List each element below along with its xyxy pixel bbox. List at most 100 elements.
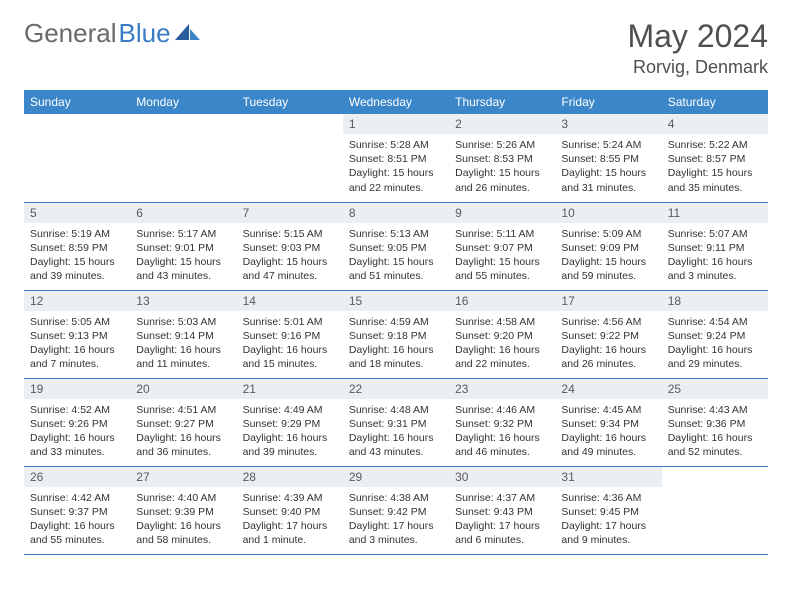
logo-text-1: General — [24, 18, 117, 49]
sunset-line: Sunset: 8:59 PM — [30, 241, 124, 255]
daylight-line-1: Daylight: 15 hours — [243, 255, 337, 269]
day-number: 25 — [662, 379, 768, 399]
day-details: Sunrise: 5:09 AMSunset: 9:09 PMDaylight:… — [555, 223, 661, 286]
sunrise-line: Sunrise: 4:39 AM — [243, 491, 337, 505]
day-details: Sunrise: 4:46 AMSunset: 9:32 PMDaylight:… — [449, 399, 555, 462]
day-details: Sunrise: 5:03 AMSunset: 9:14 PMDaylight:… — [130, 311, 236, 374]
sunset-line: Sunset: 9:34 PM — [561, 417, 655, 431]
daylight-line-2: and 15 minutes. — [243, 357, 337, 371]
day-cell: 17Sunrise: 4:56 AMSunset: 9:22 PMDayligh… — [555, 290, 661, 378]
daylight-line-2: and 22 minutes. — [349, 181, 443, 195]
title-block: May 2024 Rorvig, Denmark — [627, 18, 768, 78]
sunset-line: Sunset: 9:40 PM — [243, 505, 337, 519]
day-details: Sunrise: 4:59 AMSunset: 9:18 PMDaylight:… — [343, 311, 449, 374]
calendar-body: 1Sunrise: 5:28 AMSunset: 8:51 PMDaylight… — [24, 114, 768, 554]
daylight-line-1: Daylight: 16 hours — [30, 519, 124, 533]
day-details: Sunrise: 4:49 AMSunset: 9:29 PMDaylight:… — [237, 399, 343, 462]
weekday-sunday: Sunday — [24, 90, 130, 114]
sunset-line: Sunset: 9:20 PM — [455, 329, 549, 343]
daylight-line-1: Daylight: 17 hours — [243, 519, 337, 533]
day-details: Sunrise: 5:15 AMSunset: 9:03 PMDaylight:… — [237, 223, 343, 286]
logo-text-2: Blue — [119, 18, 171, 49]
sunset-line: Sunset: 9:32 PM — [455, 417, 549, 431]
day-details: Sunrise: 5:24 AMSunset: 8:55 PMDaylight:… — [555, 134, 661, 197]
sunrise-line: Sunrise: 4:51 AM — [136, 403, 230, 417]
day-details: Sunrise: 4:37 AMSunset: 9:43 PMDaylight:… — [449, 487, 555, 550]
daylight-line-2: and 1 minute. — [243, 533, 337, 547]
day-cell — [24, 114, 130, 202]
day-cell: 6Sunrise: 5:17 AMSunset: 9:01 PMDaylight… — [130, 202, 236, 290]
daylight-line-1: Daylight: 16 hours — [349, 343, 443, 357]
day-details: Sunrise: 5:22 AMSunset: 8:57 PMDaylight:… — [662, 134, 768, 197]
daylight-line-1: Daylight: 15 hours — [668, 166, 762, 180]
day-cell: 18Sunrise: 4:54 AMSunset: 9:24 PMDayligh… — [662, 290, 768, 378]
daylight-line-2: and 3 minutes. — [349, 533, 443, 547]
sunrise-line: Sunrise: 4:46 AM — [455, 403, 549, 417]
day-cell — [662, 466, 768, 554]
sunrise-line: Sunrise: 4:58 AM — [455, 315, 549, 329]
daylight-line-1: Daylight: 15 hours — [349, 255, 443, 269]
day-number: 2 — [449, 114, 555, 134]
daylight-line-2: and 52 minutes. — [668, 445, 762, 459]
weekday-tuesday: Tuesday — [237, 90, 343, 114]
weekday-wednesday: Wednesday — [343, 90, 449, 114]
sunrise-line: Sunrise: 5:03 AM — [136, 315, 230, 329]
day-details: Sunrise: 4:45 AMSunset: 9:34 PMDaylight:… — [555, 399, 661, 462]
sunset-line: Sunset: 9:07 PM — [455, 241, 549, 255]
daylight-line-1: Daylight: 16 hours — [136, 343, 230, 357]
day-number: 19 — [24, 379, 130, 399]
sunset-line: Sunset: 8:51 PM — [349, 152, 443, 166]
day-cell: 12Sunrise: 5:05 AMSunset: 9:13 PMDayligh… — [24, 290, 130, 378]
sunrise-line: Sunrise: 5:01 AM — [243, 315, 337, 329]
sunrise-line: Sunrise: 5:17 AM — [136, 227, 230, 241]
daylight-line-1: Daylight: 15 hours — [349, 166, 443, 180]
sunset-line: Sunset: 8:57 PM — [668, 152, 762, 166]
day-details: Sunrise: 4:43 AMSunset: 9:36 PMDaylight:… — [662, 399, 768, 462]
daylight-line-1: Daylight: 15 hours — [455, 166, 549, 180]
sunset-line: Sunset: 9:16 PM — [243, 329, 337, 343]
daylight-line-1: Daylight: 16 hours — [243, 431, 337, 445]
sunrise-line: Sunrise: 4:54 AM — [668, 315, 762, 329]
daylight-line-2: and 9 minutes. — [561, 533, 655, 547]
day-number: 23 — [449, 379, 555, 399]
day-cell: 22Sunrise: 4:48 AMSunset: 9:31 PMDayligh… — [343, 378, 449, 466]
day-details: Sunrise: 4:39 AMSunset: 9:40 PMDaylight:… — [237, 487, 343, 550]
daylight-line-2: and 7 minutes. — [30, 357, 124, 371]
daylight-line-2: and 3 minutes. — [668, 269, 762, 283]
sunrise-line: Sunrise: 4:49 AM — [243, 403, 337, 417]
day-number: 8 — [343, 203, 449, 223]
day-number: 20 — [130, 379, 236, 399]
sunset-line: Sunset: 9:22 PM — [561, 329, 655, 343]
day-cell: 16Sunrise: 4:58 AMSunset: 9:20 PMDayligh… — [449, 290, 555, 378]
logo-sail-icon — [175, 18, 201, 49]
sunset-line: Sunset: 8:53 PM — [455, 152, 549, 166]
sunrise-line: Sunrise: 4:52 AM — [30, 403, 124, 417]
sunrise-line: Sunrise: 4:36 AM — [561, 491, 655, 505]
sunset-line: Sunset: 9:03 PM — [243, 241, 337, 255]
day-details: Sunrise: 4:38 AMSunset: 9:42 PMDaylight:… — [343, 487, 449, 550]
sunset-line: Sunset: 9:27 PM — [136, 417, 230, 431]
day-cell: 2Sunrise: 5:26 AMSunset: 8:53 PMDaylight… — [449, 114, 555, 202]
day-details: Sunrise: 4:58 AMSunset: 9:20 PMDaylight:… — [449, 311, 555, 374]
daylight-line-1: Daylight: 16 hours — [455, 343, 549, 357]
sunrise-line: Sunrise: 4:37 AM — [455, 491, 549, 505]
daylight-line-1: Daylight: 16 hours — [136, 519, 230, 533]
day-details: Sunrise: 5:07 AMSunset: 9:11 PMDaylight:… — [662, 223, 768, 286]
daylight-line-1: Daylight: 16 hours — [561, 431, 655, 445]
daylight-line-2: and 55 minutes. — [30, 533, 124, 547]
day-cell: 14Sunrise: 5:01 AMSunset: 9:16 PMDayligh… — [237, 290, 343, 378]
daylight-line-2: and 43 minutes. — [136, 269, 230, 283]
sunset-line: Sunset: 9:39 PM — [136, 505, 230, 519]
weekday-friday: Friday — [555, 90, 661, 114]
day-cell: 29Sunrise: 4:38 AMSunset: 9:42 PMDayligh… — [343, 466, 449, 554]
sunrise-line: Sunrise: 5:13 AM — [349, 227, 443, 241]
day-cell — [237, 114, 343, 202]
day-cell: 26Sunrise: 4:42 AMSunset: 9:37 PMDayligh… — [24, 466, 130, 554]
daylight-line-2: and 46 minutes. — [455, 445, 549, 459]
daylight-line-1: Daylight: 16 hours — [30, 431, 124, 445]
day-details: Sunrise: 5:26 AMSunset: 8:53 PMDaylight:… — [449, 134, 555, 197]
day-number: 11 — [662, 203, 768, 223]
sunrise-line: Sunrise: 5:15 AM — [243, 227, 337, 241]
daylight-line-2: and 26 minutes. — [561, 357, 655, 371]
sunset-line: Sunset: 9:43 PM — [455, 505, 549, 519]
